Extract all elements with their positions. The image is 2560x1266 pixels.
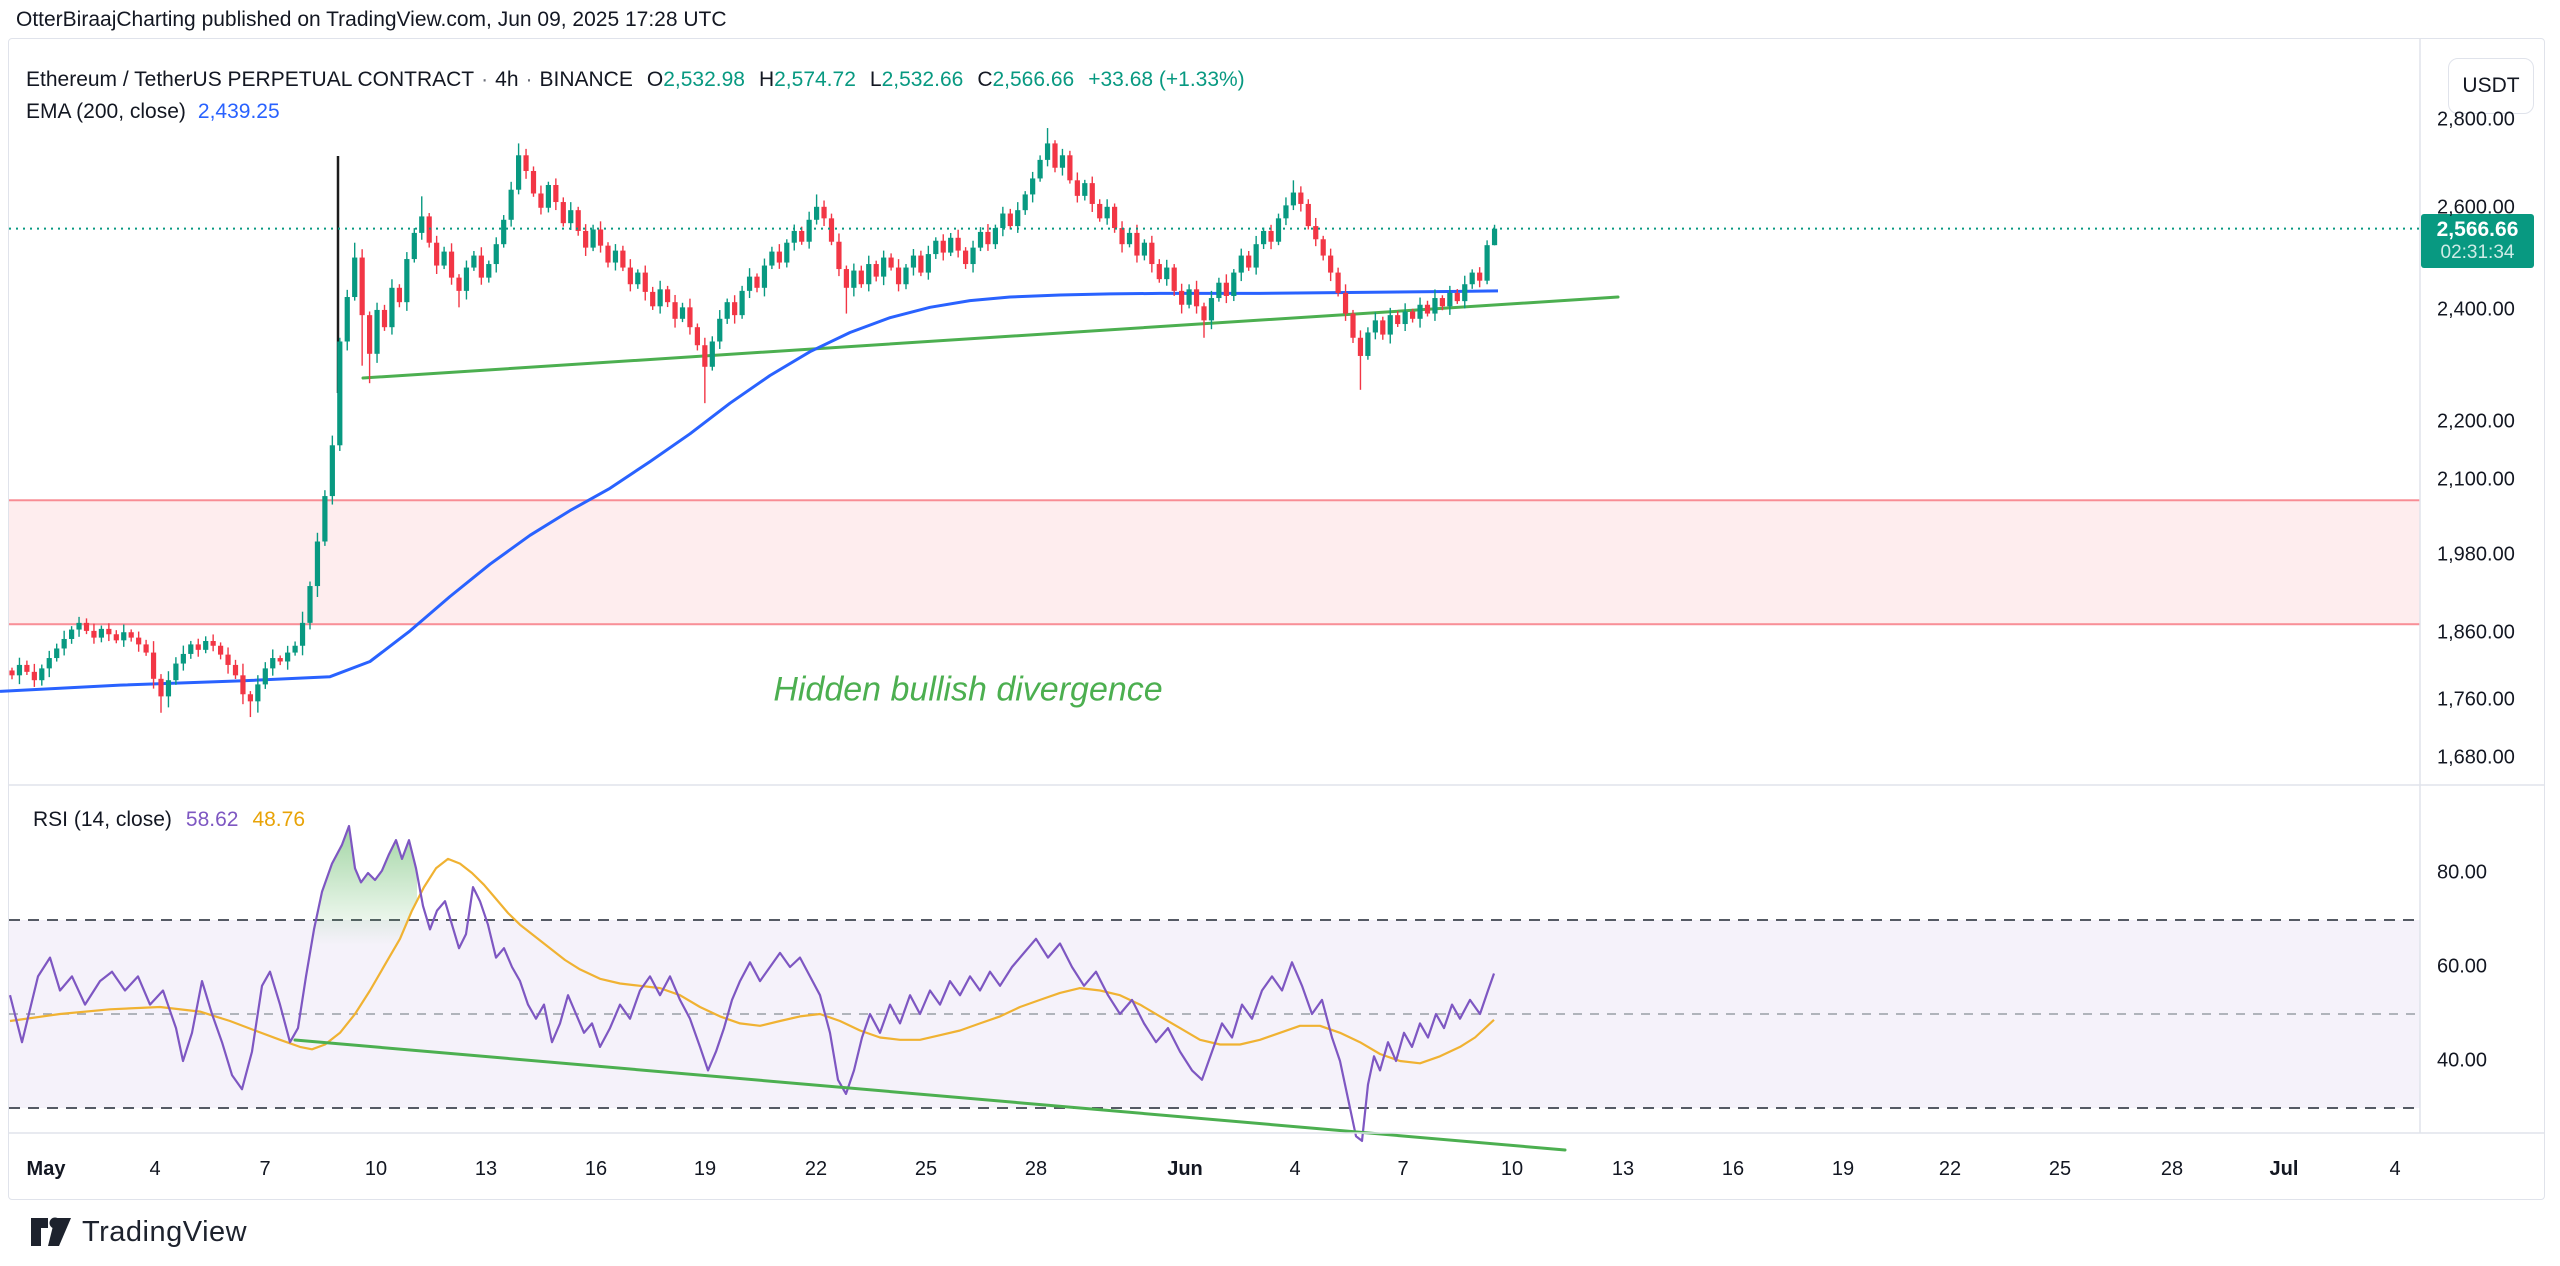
exchange-label: BINANCE (539, 68, 633, 91)
axis-label: 60.00 (2437, 955, 2488, 978)
separator: · (481, 68, 489, 91)
time-axis-label: 10 (1500, 1158, 1524, 1180)
time-axis-label: 13 (1611, 1158, 1635, 1180)
low-value: 2,532.66 (881, 68, 964, 91)
time-axis-label: Jul (2269, 1158, 2299, 1180)
high-value: 2,574.72 (774, 68, 856, 91)
rsi-title: RSI (14, close) (33, 808, 172, 831)
time-axis-label: 19 (693, 1158, 717, 1180)
tradingview-logo-text: TradingView (82, 1215, 248, 1248)
time-axis-label: 25 (914, 1158, 938, 1180)
time-axis-label: 4 (1289, 1158, 1301, 1180)
time-axis-label: 4 (2389, 1158, 2401, 1180)
time-axis-label: 10 (364, 1158, 388, 1180)
axis-label: 2,800.00 (2437, 108, 2515, 131)
axis-label: 2,100.00 (2437, 468, 2515, 491)
rsi-ma-value: 48.76 (252, 808, 306, 831)
time-axis-label: May (26, 1158, 66, 1180)
high-letter: H (758, 68, 775, 91)
ema-value: 2,439.25 (197, 100, 280, 123)
ema-indicator-header: EMA (200, close) 2,439.25 (26, 100, 280, 124)
time-axis-label: 13 (474, 1158, 498, 1180)
last-price-badge: 2,566.66 02:31:34 (2421, 214, 2534, 268)
divergence-annotation: Hidden bullish divergence (773, 670, 1163, 709)
axis-label: 2,200.00 (2437, 410, 2515, 433)
rsi-indicator-header: RSI (14, close) 58.62 48.76 (33, 808, 305, 832)
open-letter: O (646, 68, 664, 91)
time-axis-label: 4 (149, 1158, 161, 1180)
tradingview-logo[interactable]: TradingView (30, 1212, 247, 1252)
time-axis-label: 7 (1397, 1158, 1409, 1180)
last-price-value: 2,566.66 (2436, 218, 2519, 241)
change-value: +33.68 (+1.33%) (1088, 68, 1245, 91)
close-value: 2,566.66 (992, 68, 1075, 91)
symbol-header: Ethereum / TetherUS PERPETUAL CONTRACT · 4… (26, 68, 1245, 92)
time-axis-label: 28 (2160, 1158, 2184, 1180)
rsi-value: 58.62 (185, 808, 239, 831)
time-axis-label: Jun (1167, 1158, 1203, 1180)
time-axis-label: 22 (804, 1158, 828, 1180)
low-letter: L (869, 68, 882, 91)
axis-label: 40.00 (2437, 1049, 2488, 1072)
bar-countdown: 02:31:34 (2440, 242, 2515, 264)
axis-label: 1,760.00 (2437, 688, 2515, 711)
axis-label: 2,600.00 (2437, 196, 2515, 219)
time-axis-label: 25 (2048, 1158, 2072, 1180)
ema-label: EMA (200, close) (26, 100, 186, 123)
open-value: 2,532.98 (663, 68, 745, 91)
tradingview-logo-icon (31, 1217, 71, 1246)
time-axis-label: 7 (259, 1158, 271, 1180)
symbol-title: Ethereum / TetherUS PERPETUAL CONTRACT (26, 68, 475, 91)
axis-label: 2,400.00 (2437, 298, 2515, 321)
axis-label: 1,980.00 (2437, 543, 2515, 566)
time-axis-label: 16 (1721, 1158, 1745, 1180)
time-axis-label: 19 (1831, 1158, 1855, 1180)
time-axis-label: 22 (1938, 1158, 1962, 1180)
time-axis-label: 16 (584, 1158, 608, 1180)
attribution-text: OtterBiraajCharting published on Trading… (16, 8, 727, 31)
axis-label: 80.00 (2437, 861, 2488, 884)
close-letter: C (977, 68, 993, 91)
time-axis-label: 28 (1024, 1158, 1048, 1180)
axis-label: 1,680.00 (2437, 746, 2515, 769)
interval-label: 4h (495, 68, 519, 91)
axis-label: 1,860.00 (2437, 621, 2515, 644)
currency-toggle-button[interactable]: USDT (2448, 58, 2534, 114)
separator: · (525, 68, 533, 91)
